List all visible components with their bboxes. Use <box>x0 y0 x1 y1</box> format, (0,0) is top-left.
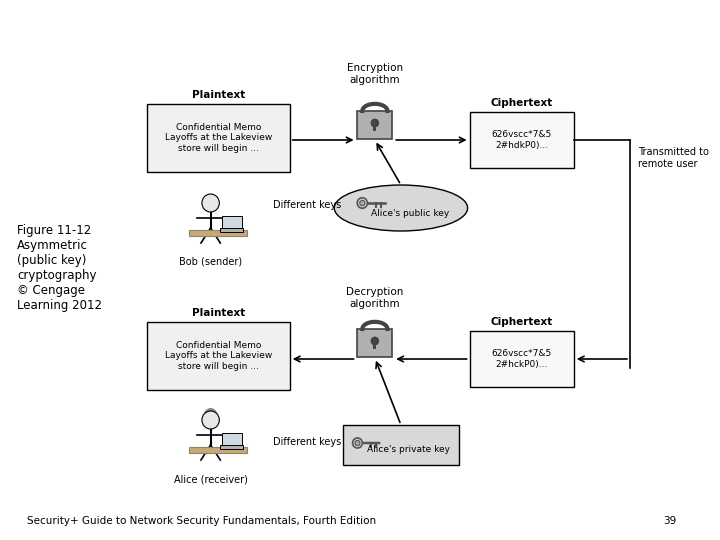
Circle shape <box>371 119 379 127</box>
FancyBboxPatch shape <box>374 123 377 131</box>
Text: Plaintext: Plaintext <box>192 308 245 318</box>
Text: Figure 11-12
Asymmetric
(public key)
cryptography
© Cengage
Learning 2012: Figure 11-12 Asymmetric (public key) cry… <box>17 224 102 312</box>
FancyBboxPatch shape <box>343 425 459 465</box>
Text: Different keys: Different keys <box>273 437 341 447</box>
Text: Bob (sender): Bob (sender) <box>179 257 242 267</box>
FancyBboxPatch shape <box>147 104 290 172</box>
FancyBboxPatch shape <box>147 322 290 390</box>
Text: Alice (receiver): Alice (receiver) <box>174 475 248 485</box>
Text: Ciphertext: Ciphertext <box>490 98 553 108</box>
Text: Encryption
algorithm: Encryption algorithm <box>347 63 403 85</box>
FancyBboxPatch shape <box>469 331 574 387</box>
FancyBboxPatch shape <box>222 216 241 230</box>
Circle shape <box>355 441 360 446</box>
Text: Transmitted to
remote user: Transmitted to remote user <box>638 147 708 169</box>
Text: 626vscc*7&5
2#hckP0)...: 626vscc*7&5 2#hckP0)... <box>492 349 552 369</box>
Circle shape <box>360 200 365 206</box>
Text: 626vscc*7&5
2#hdkP0)...: 626vscc*7&5 2#hdkP0)... <box>492 130 552 150</box>
Circle shape <box>353 438 362 448</box>
Circle shape <box>202 194 220 212</box>
FancyBboxPatch shape <box>222 433 241 447</box>
FancyBboxPatch shape <box>357 329 392 357</box>
Text: Confidential Memo
Layoffs at the Lakeview
store will begin ...: Confidential Memo Layoffs at the Lakevie… <box>165 123 272 153</box>
Text: 39: 39 <box>663 516 676 526</box>
FancyBboxPatch shape <box>220 445 243 449</box>
Circle shape <box>371 337 379 345</box>
FancyBboxPatch shape <box>357 111 392 139</box>
Text: Security+ Guide to Network Security Fundamentals, Fourth Edition: Security+ Guide to Network Security Fund… <box>27 516 376 526</box>
FancyBboxPatch shape <box>189 447 248 453</box>
FancyBboxPatch shape <box>220 228 243 232</box>
Text: Alice's public key: Alice's public key <box>372 208 450 218</box>
Text: Ciphertext: Ciphertext <box>490 317 553 327</box>
Text: Confidential Memo
Layoffs at the Lakeview
store will begin ...: Confidential Memo Layoffs at the Lakevie… <box>165 341 272 371</box>
Ellipse shape <box>334 185 467 231</box>
Text: Alice's private key: Alice's private key <box>367 444 450 454</box>
Circle shape <box>357 198 367 208</box>
Text: Decryption
algorithm: Decryption algorithm <box>346 287 403 309</box>
Text: Different keys: Different keys <box>273 200 341 210</box>
FancyBboxPatch shape <box>469 112 574 168</box>
Circle shape <box>204 408 217 422</box>
FancyBboxPatch shape <box>189 230 248 236</box>
Text: Plaintext: Plaintext <box>192 90 245 100</box>
Circle shape <box>202 411 220 429</box>
FancyBboxPatch shape <box>374 341 377 349</box>
